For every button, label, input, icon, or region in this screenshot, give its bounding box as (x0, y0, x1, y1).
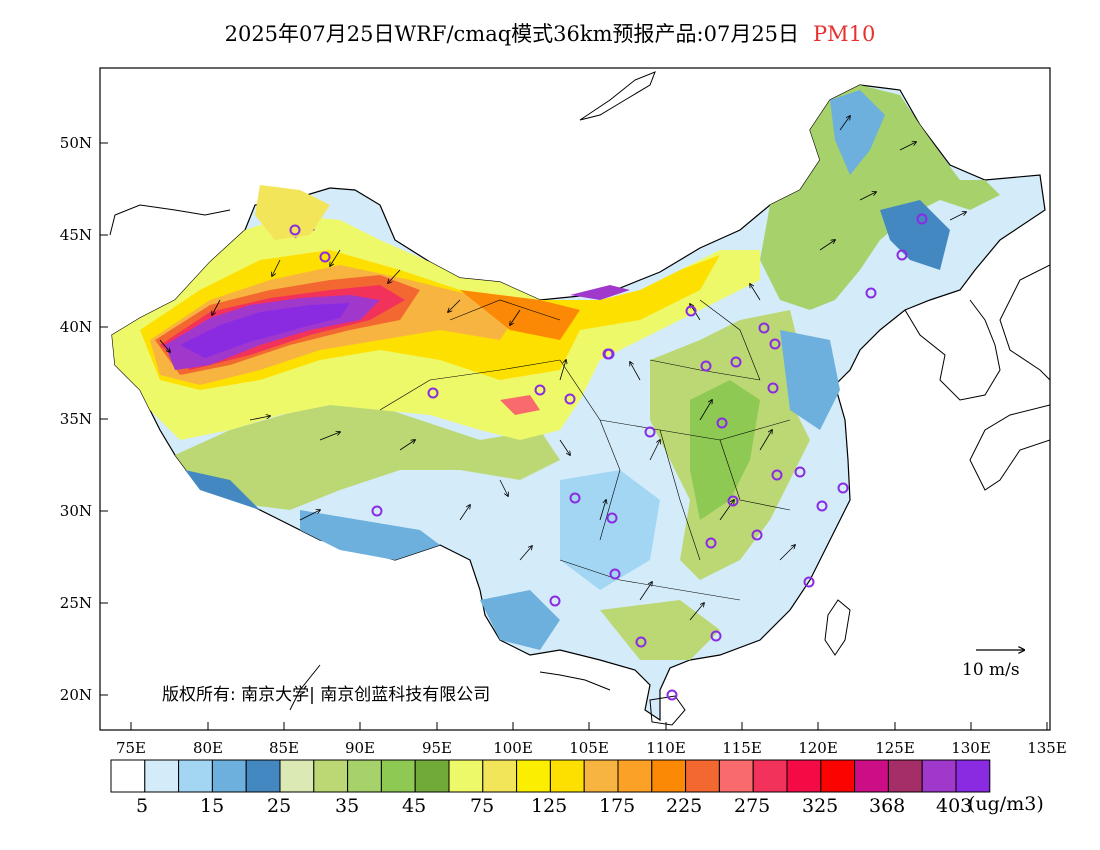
legend-label-125: 125 (531, 795, 568, 817)
lat-label-40n: 40N (60, 318, 92, 336)
legend-swatch (245, 759, 281, 793)
copyright-text: 版权所有: 南京大学| 南京创蓝科技有限公司 (162, 685, 491, 705)
lon-label-80e: 80E (193, 739, 223, 757)
legend-swatch (482, 759, 518, 793)
legend-swatch (279, 759, 315, 793)
legend-label-225: 225 (666, 795, 703, 817)
legend-swatch (786, 759, 822, 793)
legend-label-368: 368 (869, 795, 906, 817)
legend-label-25: 25 (267, 795, 292, 817)
legend-label-175: 175 (599, 795, 636, 817)
ne-blue-patch (830, 90, 885, 175)
legend-swatch (583, 759, 619, 793)
legend-swatch (854, 759, 889, 793)
east-green-core (690, 380, 760, 520)
tibet-blue-patch (300, 510, 440, 560)
legend-label-15: 15 (200, 795, 225, 817)
legend-label-45: 45 (402, 795, 427, 817)
legend-unit: (ug/m3) (968, 793, 1044, 815)
lon-label-100e: 100E (493, 739, 533, 757)
gansu-purple-spot (570, 285, 630, 300)
lon-label-115e: 115E (722, 739, 762, 757)
legend-swatch (110, 759, 146, 793)
legend-swatch (752, 759, 788, 793)
legend-swatch (380, 759, 416, 793)
ne-green-region (760, 85, 1000, 310)
lat-label-30n: 30N (60, 502, 92, 520)
north-xinjiang-yellow (255, 185, 330, 240)
lat-label-45n: 45N (60, 226, 92, 244)
lon-label-90e: 90E (345, 739, 375, 757)
legend-swatch (820, 759, 856, 793)
legend-label-403: 403 (936, 795, 973, 817)
lon-label-110e: 110E (646, 739, 686, 757)
lon-label-105e: 105E (569, 739, 609, 757)
lon-label-130e: 130E (951, 739, 991, 757)
map-title: 2025年07月25日WRF/cmaq模式36km预报产品:07月25日 PM10 (0, 18, 1100, 48)
legend-swatch (955, 759, 991, 793)
legend-swatch (448, 759, 484, 793)
legend-swatch (887, 759, 923, 793)
legend-swatch (414, 759, 450, 793)
lon-label-125e: 125E (875, 739, 915, 757)
wind-arrows (159, 116, 966, 621)
ne-blue-patch2 (880, 200, 950, 270)
map-frame (99, 67, 1051, 731)
legend-swatch (347, 759, 382, 793)
legend-swatch (651, 759, 687, 793)
tibet-green-band (175, 400, 560, 510)
legend-swatch (144, 759, 180, 793)
taklimakan-violet-core (180, 303, 350, 358)
legend-label-35: 35 (335, 795, 360, 817)
legend-label-75: 75 (470, 795, 495, 817)
lon-label-75e: 75E (116, 739, 146, 757)
legend-label-275: 275 (734, 795, 771, 817)
lon-label-135e: 135E (1027, 739, 1067, 757)
lat-label-50n: 50N (60, 134, 92, 152)
lake-baikal (579, 71, 656, 121)
title-text: 2025年07月25日WRF/cmaq模式36km预报产品:07月25日 (224, 22, 800, 46)
pollutant-label: PM10 (813, 22, 876, 46)
map-body (109, 71, 1050, 726)
legend-label-5: 5 (136, 795, 149, 817)
qaidam-pink-spot (500, 395, 540, 415)
sw-blue-patch (480, 590, 560, 650)
legend-swatch (685, 759, 720, 793)
lat-ticks (100, 142, 108, 696)
wind-scale-label: 10 m/s (962, 660, 1020, 680)
legend-swatch (516, 759, 551, 793)
lat-label-20n: 20N (60, 686, 92, 704)
kazakh-coast (109, 204, 231, 236)
legend-swatch (313, 759, 349, 793)
indochina-coast (289, 664, 611, 711)
lon-ticks (130, 722, 1048, 730)
lon-label-95e: 95E (422, 739, 452, 757)
legend-swatch (211, 759, 247, 793)
legend-label-325: 325 (802, 795, 839, 817)
lon-label-85e: 85E (269, 739, 299, 757)
lat-label-25n: 25N (60, 594, 92, 612)
lat-label-35n: 35N (60, 410, 92, 428)
province-boundaries (379, 299, 791, 601)
station-markers (289, 213, 928, 701)
south-blue-patch (560, 470, 660, 590)
south-green-patch (600, 600, 720, 660)
color-legend-bar (110, 759, 991, 793)
gansu-orange (460, 290, 580, 340)
legend-swatch (549, 759, 585, 793)
hainan-coast (649, 695, 686, 726)
legend-swatch (921, 759, 957, 793)
korea-coast (904, 299, 1001, 401)
legend-swatch (617, 759, 653, 793)
taiwan-coast (824, 599, 851, 656)
japan-coast (969, 264, 1050, 491)
legend-swatch (178, 759, 213, 793)
lon-label-120e: 120E (798, 739, 838, 757)
legend-swatch (718, 759, 754, 793)
east-blue-patch (780, 330, 840, 430)
tibet-blue-edge (185, 470, 260, 510)
